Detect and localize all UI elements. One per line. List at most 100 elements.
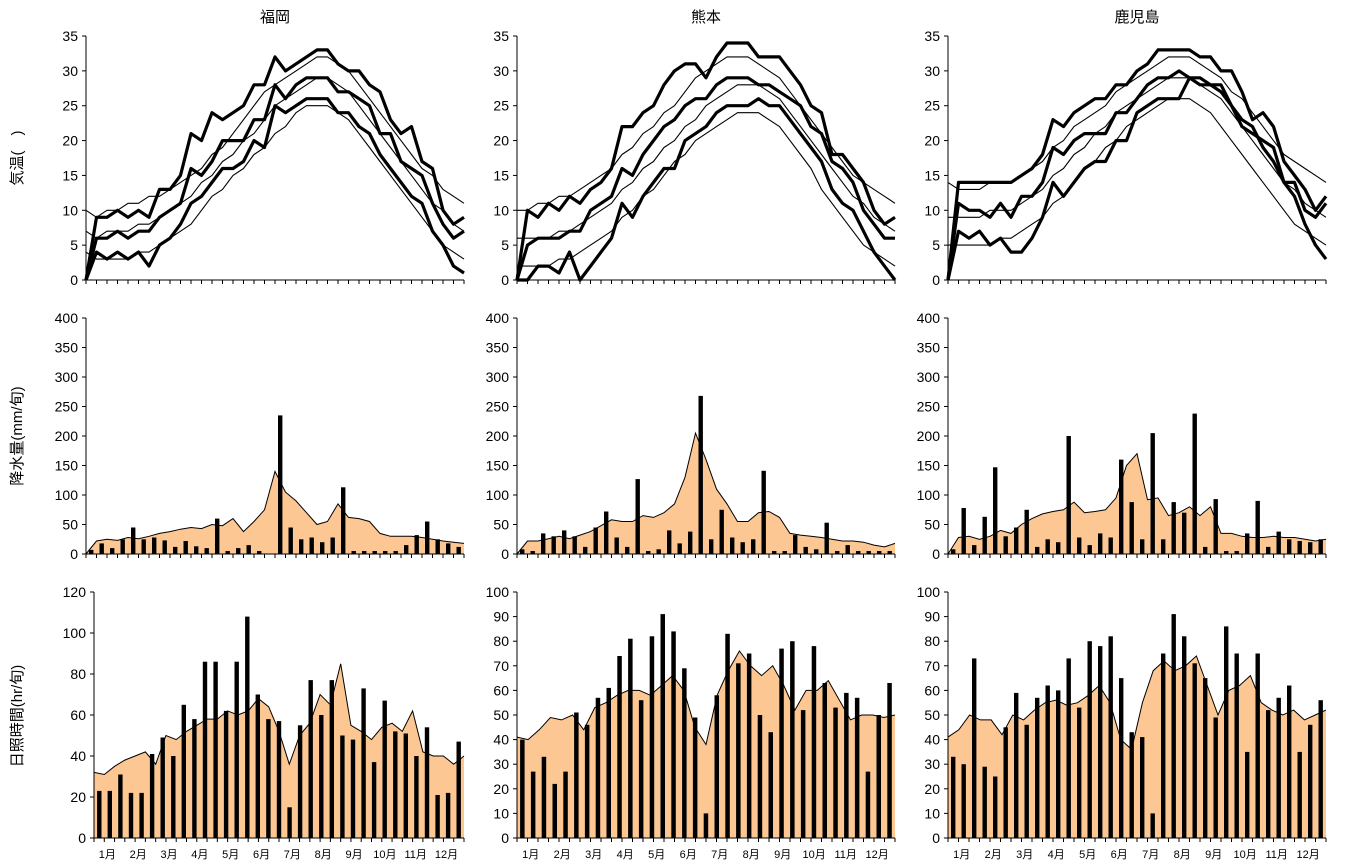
bar: [1255, 500, 1260, 554]
bar: [1056, 690, 1061, 838]
bar: [1318, 700, 1323, 838]
bar: [1308, 542, 1313, 554]
y-tick-label: 80: [493, 633, 509, 649]
bar: [790, 641, 795, 838]
y-tick-label: 0: [70, 272, 78, 288]
y-tick-label: 400: [55, 310, 79, 326]
bar: [614, 537, 619, 554]
bar: [287, 807, 292, 839]
bar: [1077, 537, 1082, 554]
bar: [814, 549, 819, 554]
bar: [562, 530, 567, 554]
sunshine-panel-2: 0 10 20 30 40 50 60 70 80 90 100 1月 2月 3月 4月 5月 6月 7月 8月 9月…: [917, 584, 1327, 861]
bar: [951, 756, 956, 838]
y-tick-label: 50: [62, 517, 78, 533]
bar: [833, 707, 838, 838]
bar: [236, 548, 241, 554]
normal-temp-line: [85, 105, 465, 260]
y-tick-label: 100: [917, 584, 941, 600]
bar: [751, 539, 756, 555]
bar: [329, 680, 334, 838]
y-tick-label: 0: [932, 546, 940, 562]
y-tick-label: 150: [486, 458, 510, 474]
x-tick-label: 3月: [1016, 849, 1033, 861]
bar: [1234, 653, 1239, 838]
x-tick-label: 1月: [522, 849, 539, 861]
normal-temp-line: [517, 112, 896, 267]
y-tick-label: 20: [493, 781, 509, 797]
bar: [225, 551, 230, 554]
bar: [887, 551, 892, 554]
temperature-panel-2: 鹿児島 0 5 10 15 20 25 30 35: [924, 9, 1328, 288]
bar: [131, 527, 136, 554]
panel-title: 鹿児島: [1114, 9, 1159, 26]
x-tick-label: 8月: [315, 849, 332, 861]
x-tick-label: 10月: [373, 849, 396, 861]
bar: [1245, 533, 1250, 554]
bar: [1003, 727, 1008, 838]
bar: [856, 551, 861, 554]
bar: [1035, 546, 1040, 554]
bar: [1182, 512, 1187, 554]
y-tick-label: 0: [501, 830, 509, 846]
bar: [162, 540, 167, 554]
bar: [456, 546, 461, 554]
y-tick-label: 10: [493, 202, 509, 218]
bar: [625, 546, 630, 554]
x-tick-label: 12月: [866, 849, 889, 861]
bar: [1150, 813, 1155, 838]
y-tick-label: 10: [924, 202, 940, 218]
bar: [740, 542, 745, 554]
bar: [181, 704, 186, 839]
x-tick-label: 6月: [680, 849, 697, 861]
y-tick-label: 70: [924, 658, 940, 674]
bar: [719, 509, 724, 555]
bar: [141, 539, 146, 555]
y-tick-label: 20: [924, 781, 940, 797]
precipitation-panel-0: 0 50 100 150 200 250 300 350 400: [55, 310, 465, 562]
bar: [800, 710, 806, 838]
bar: [714, 695, 719, 838]
bar: [403, 733, 408, 838]
y-tick-label: 400: [486, 310, 510, 326]
y-tick-label: 30: [924, 63, 940, 79]
y-tick-label: 15: [62, 167, 78, 183]
bar: [1192, 663, 1197, 838]
bar: [414, 535, 419, 554]
bar: [1024, 509, 1029, 555]
y-tick-label: 70: [493, 658, 509, 674]
x-tick-label: 6月: [1111, 849, 1128, 861]
bar: [160, 737, 165, 838]
bar: [446, 543, 451, 554]
y-tick-label: 25: [62, 98, 78, 114]
bar: [646, 551, 651, 554]
x-tick-label: 4月: [617, 849, 634, 861]
normal-area: [948, 453, 1326, 554]
y-tick-label: 100: [486, 584, 510, 600]
bar: [1129, 502, 1134, 554]
bar: [425, 521, 430, 554]
y-tick-label: 0: [932, 272, 940, 288]
y-tick-label: 50: [924, 517, 940, 533]
bar: [288, 527, 293, 554]
bar: [414, 756, 419, 838]
bar: [961, 764, 966, 838]
bar: [1087, 545, 1092, 554]
y-tick-label: 250: [917, 399, 941, 415]
y-tick-label: 50: [493, 517, 509, 533]
y-tick-label: 200: [55, 428, 79, 444]
bar: [330, 537, 335, 554]
bar: [1266, 546, 1271, 554]
bar: [204, 548, 209, 554]
y-tick-label: 300: [917, 369, 941, 385]
normal-temp-line: [948, 98, 1327, 246]
y-tick-label: 100: [55, 487, 79, 503]
bar: [677, 543, 682, 554]
y-tick-label: 60: [493, 682, 509, 698]
bar: [803, 546, 808, 554]
bar: [638, 700, 644, 838]
y-tick-label: 80: [70, 666, 86, 682]
temperature-y-axis-label: 気温( ): [9, 131, 26, 186]
normal-line: [516, 650, 896, 746]
y-tick-label: 5: [70, 237, 78, 253]
